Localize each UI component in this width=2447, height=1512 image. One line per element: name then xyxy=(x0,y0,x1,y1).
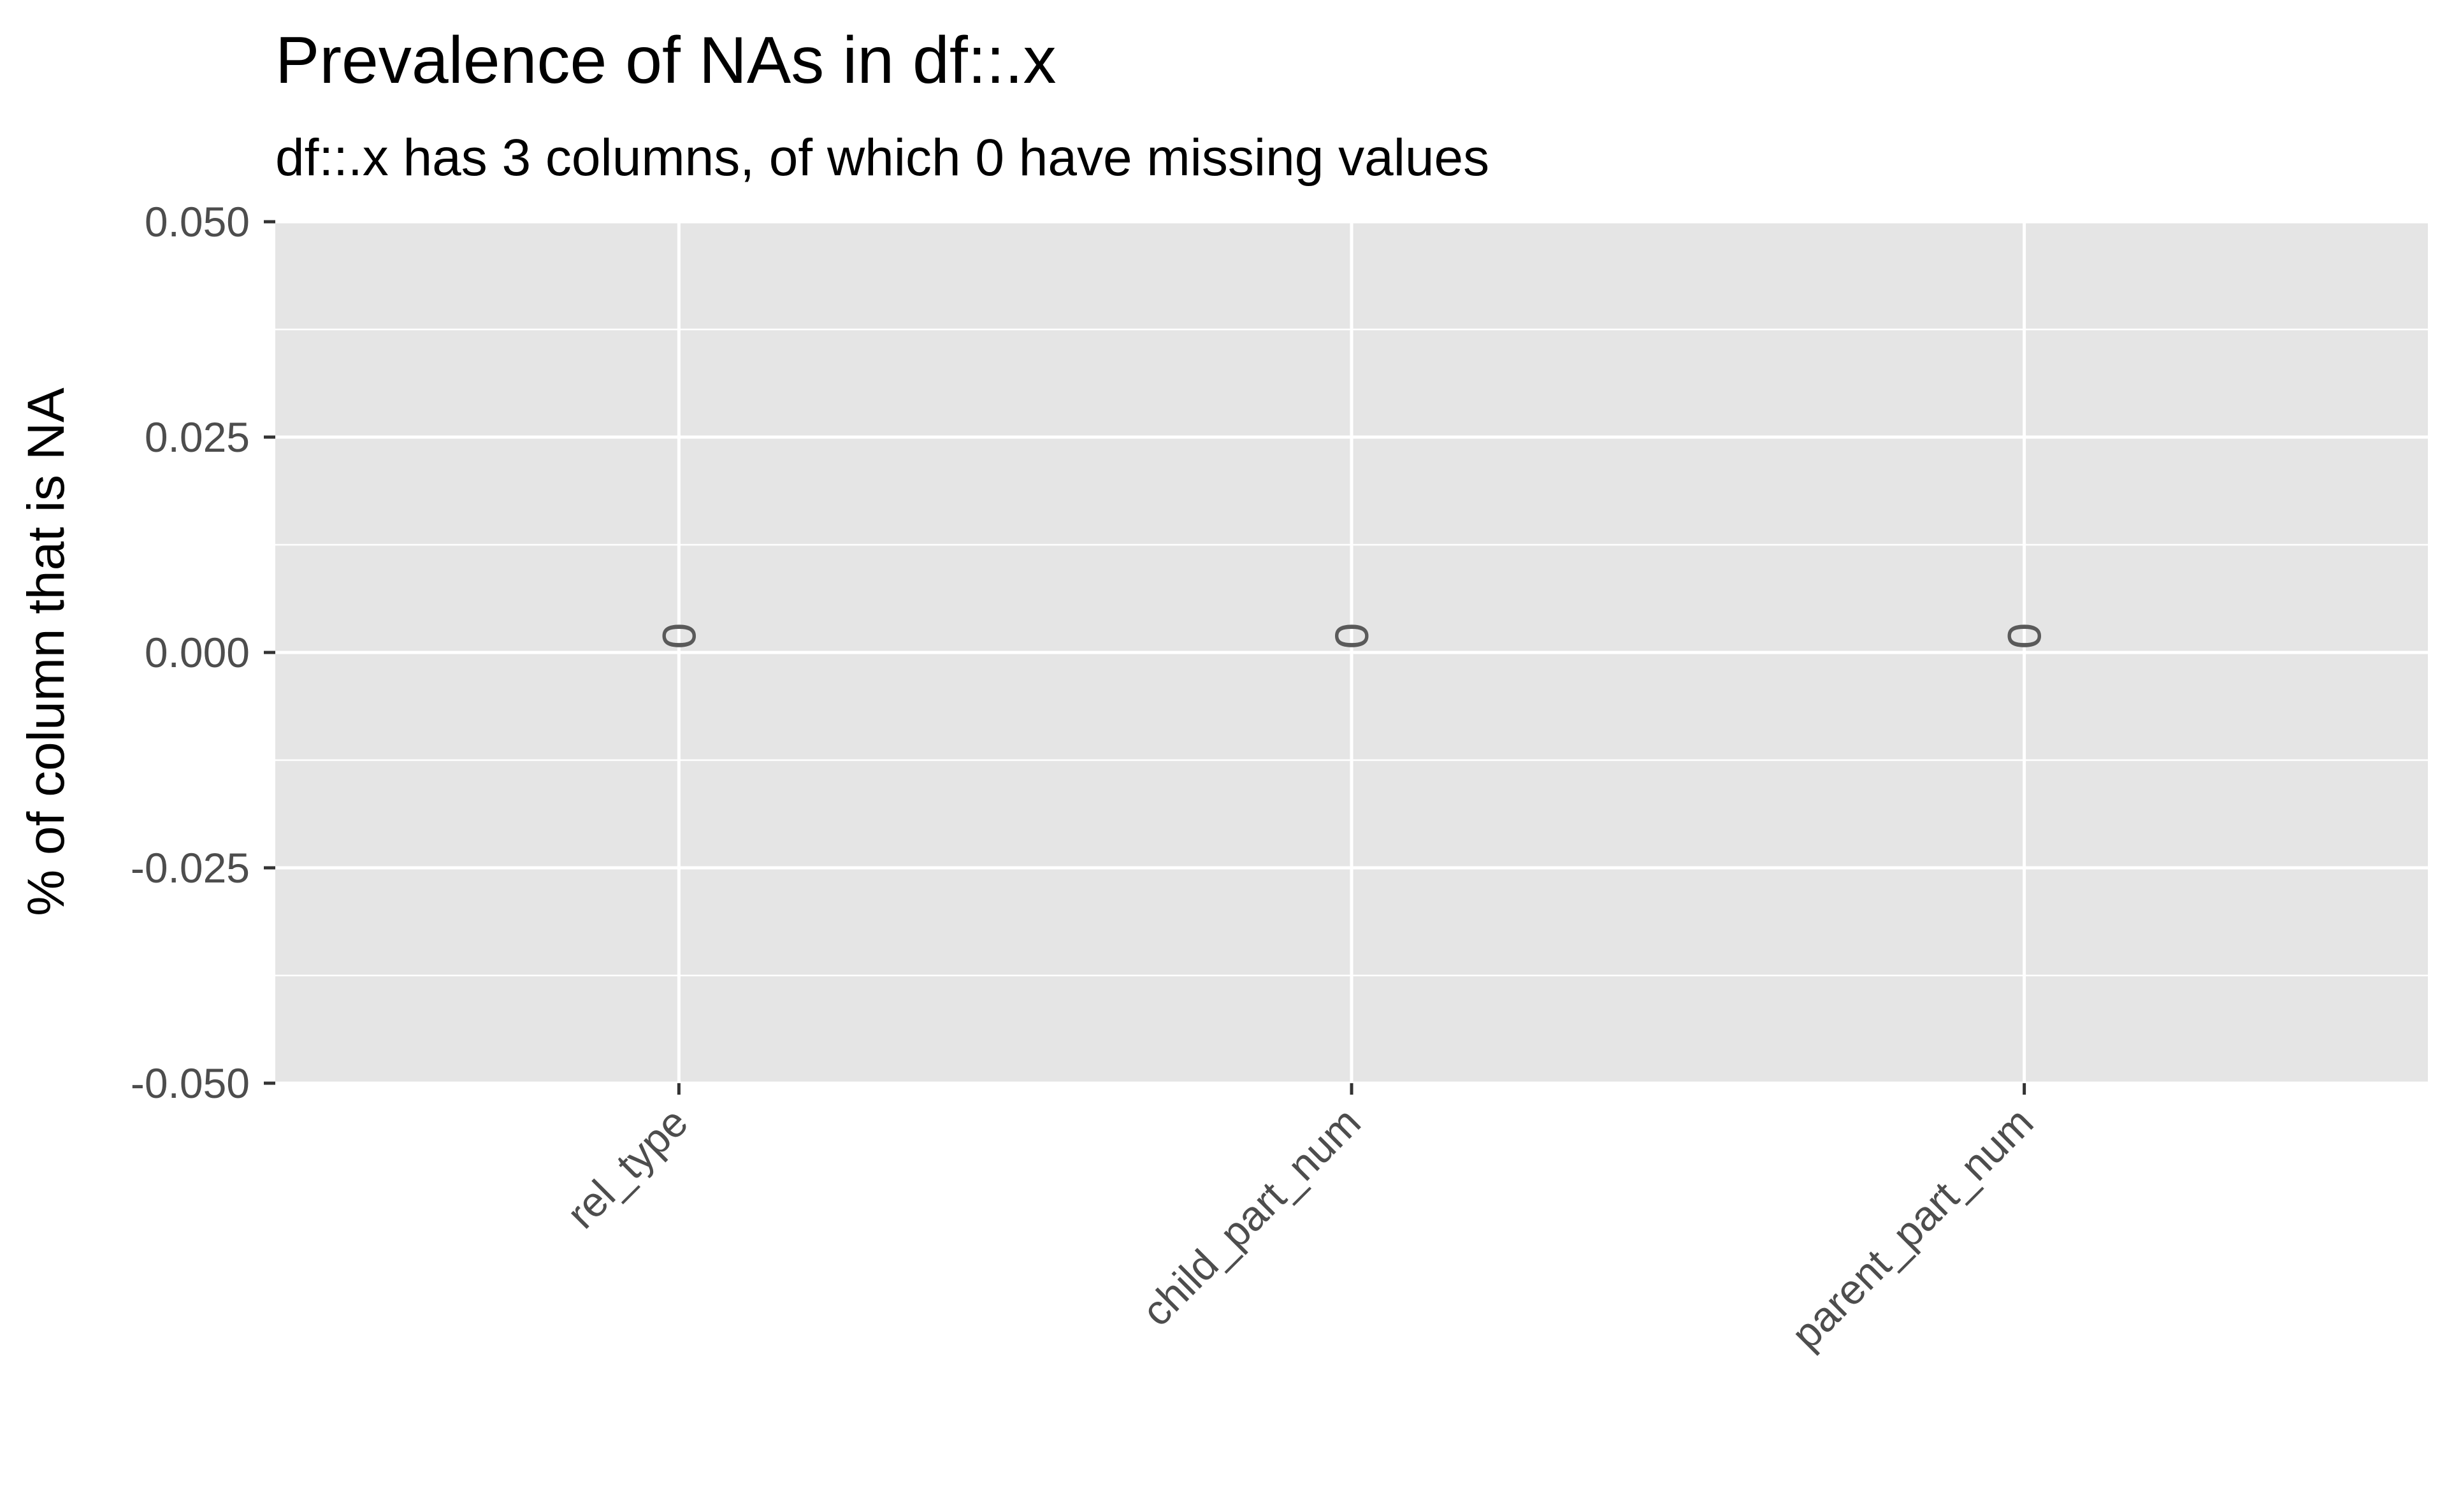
x-tick-label: parent_part_num xyxy=(1782,1098,2042,1358)
chart-subtitle: df::.x has 3 columns, of which 0 have mi… xyxy=(275,129,1489,187)
y-tick-label: -0.050 xyxy=(131,1060,250,1107)
data-labels: 0 0 0 xyxy=(653,623,2051,649)
chart-title: Prevalence of NAs in df::.x xyxy=(275,24,1056,97)
x-axis: rel_type child_part_num parent_part_num xyxy=(558,1083,2042,1358)
y-tick-label: 0.050 xyxy=(145,198,250,245)
y-tick-label: -0.025 xyxy=(131,844,250,891)
bar-value-label: 0 xyxy=(1998,623,2051,649)
bar-value-label: 0 xyxy=(1325,623,1378,649)
y-tick-label: 0.000 xyxy=(145,629,250,676)
y-axis-title: % of column that is NA xyxy=(17,387,75,916)
x-tick-label: child_part_num xyxy=(1132,1098,1369,1335)
x-tick-label: rel_type xyxy=(558,1098,697,1237)
y-tick-label: 0.025 xyxy=(145,414,250,461)
y-axis: 0.050 0.025 0.000 -0.025 -0.050 xyxy=(131,198,275,1107)
bar-value-label: 0 xyxy=(653,623,705,649)
major-gridlines xyxy=(275,220,2428,1085)
